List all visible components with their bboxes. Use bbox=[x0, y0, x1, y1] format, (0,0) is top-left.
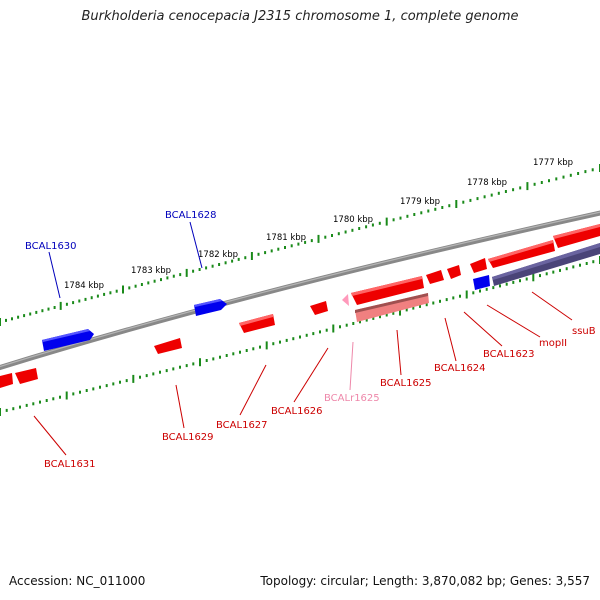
genome-title: Burkholderia cenocepacia J2315 chromosom… bbox=[81, 9, 519, 24]
scale-label-1783: 1783 kbp bbox=[131, 266, 171, 276]
forward-genes bbox=[42, 275, 490, 351]
scale-label-1778: 1778 kbp bbox=[467, 178, 507, 188]
gene-BCAL1626[interactable] bbox=[310, 301, 328, 315]
gene-BCAL1630[interactable] bbox=[42, 329, 94, 351]
label-BCAL1631[interactable]: BCAL1631 bbox=[44, 459, 96, 470]
label-BCAL1629[interactable]: BCAL1629 bbox=[162, 432, 214, 443]
leader-BCAL1627 bbox=[239, 364, 267, 416]
label-BCAL1623[interactable]: BCAL1623 bbox=[483, 349, 535, 360]
feature-ssuB-top bbox=[492, 243, 600, 280]
label-BCAL1630[interactable]: BCAL1630 bbox=[25, 241, 77, 252]
label-BCAL1626[interactable]: BCAL1626 bbox=[271, 406, 323, 417]
leader-BCAL1628 bbox=[189, 221, 203, 269]
label-BCAL1627[interactable]: BCAL1627 bbox=[216, 420, 268, 431]
label-BCAL1624[interactable]: BCAL1624 bbox=[434, 363, 486, 374]
gene-top-highlights-2 bbox=[488, 240, 553, 262]
gene-top-highlights bbox=[351, 276, 422, 296]
leader-BCAL1624 bbox=[444, 317, 457, 362]
gene-BCAL1631-b[interactable] bbox=[15, 368, 38, 384]
accession-text: Accession: NC_011000 bbox=[9, 574, 146, 588]
gene-BCAL1625[interactable] bbox=[351, 276, 424, 305]
label-BCAL1625[interactable]: BCAL1625 bbox=[380, 378, 432, 389]
leader-ssuB bbox=[531, 291, 573, 321]
scale-label-1779: 1779 kbp bbox=[400, 197, 440, 207]
gene-top-highlights-4 bbox=[239, 314, 273, 326]
scale-label-1777: 1777 kbp bbox=[533, 158, 573, 168]
scale-label-1784: 1784 kbp bbox=[64, 281, 104, 291]
lower-tick-track bbox=[0, 256, 600, 416]
label-mopII[interactable]: mopII bbox=[539, 338, 567, 349]
leader-BCALr1625 bbox=[349, 341, 354, 391]
scale-label-1782: 1782 kbp bbox=[198, 250, 238, 260]
feature-BCALr1625[interactable] bbox=[355, 293, 429, 322]
gene-BCAL1623[interactable] bbox=[447, 265, 461, 279]
leader-BCAL1626 bbox=[293, 347, 329, 403]
gene-BCAL1630-top bbox=[42, 329, 90, 342]
scale-label-1781: 1781 kbp bbox=[266, 233, 306, 243]
feature-BCALr1625-top bbox=[355, 293, 428, 313]
leader-lines bbox=[33, 221, 573, 456]
leader-BCAL1630 bbox=[48, 251, 61, 299]
leader-BCAL1623 bbox=[463, 311, 503, 347]
leader-BCAL1631 bbox=[33, 415, 67, 456]
gene-small-forward[interactable] bbox=[473, 275, 490, 290]
leader-BCAL1625 bbox=[396, 329, 402, 376]
gene-BCAL1628-top bbox=[194, 299, 222, 307]
gene-BCAL1624[interactable] bbox=[426, 270, 444, 284]
label-BCALr1625[interactable]: BCALr1625 bbox=[324, 393, 380, 404]
leader-mopII bbox=[486, 304, 541, 338]
gene-BCAL1629[interactable] bbox=[154, 338, 182, 354]
chromosome-backbone bbox=[0, 210, 600, 371]
gene-BCAL1631-a[interactable] bbox=[0, 373, 13, 388]
leader-BCAL1629 bbox=[175, 384, 185, 429]
gene-top-highlights-3 bbox=[553, 224, 600, 239]
upper-tick-track bbox=[0, 164, 600, 326]
label-ssuB[interactable]: ssuB bbox=[572, 326, 596, 337]
scale-label-1780: 1780 kbp bbox=[333, 215, 373, 225]
gene-BCALr1625-marker[interactable] bbox=[342, 294, 349, 306]
reverse-genes bbox=[0, 224, 600, 388]
gene-mopII[interactable] bbox=[470, 258, 487, 273]
chromosome-backbone-highlight bbox=[0, 211, 600, 368]
label-BCAL1628[interactable]: BCAL1628 bbox=[165, 210, 217, 221]
topology-text: Topology: circular; Length: 3,870,082 bp… bbox=[260, 574, 590, 588]
